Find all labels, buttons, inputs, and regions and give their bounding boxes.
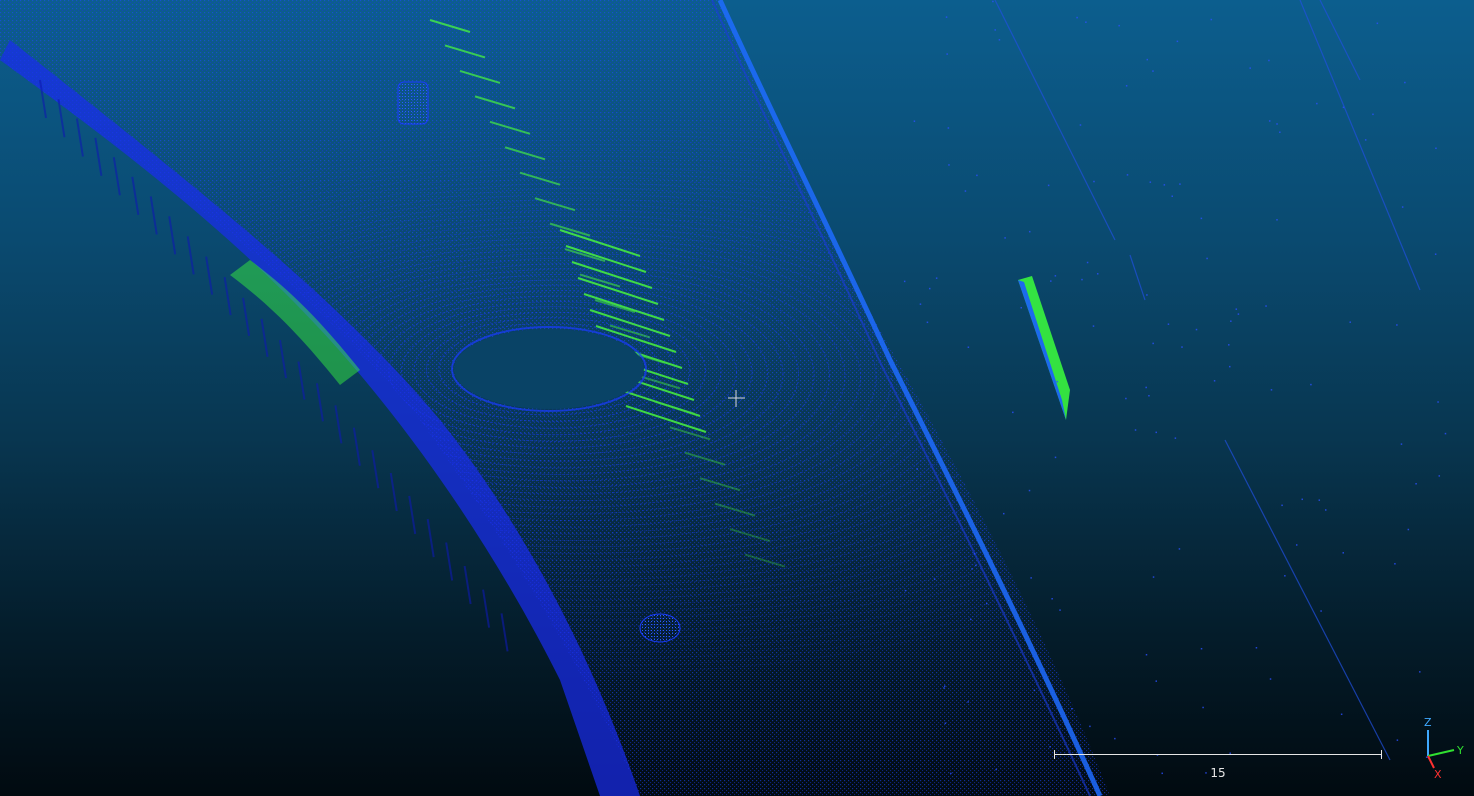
scattered-points bbox=[903, 0, 1447, 775]
vehicle-object-top bbox=[397, 81, 429, 125]
x-axis-label: X bbox=[1434, 768, 1442, 781]
z-axis-label: Z bbox=[1424, 716, 1432, 729]
scale-bar-line bbox=[1054, 754, 1382, 755]
far-scan-lines bbox=[994, 0, 1421, 761]
y-axis-line bbox=[1427, 749, 1455, 757]
right-road-edge bbox=[717, 0, 1103, 796]
barrier-posts bbox=[39, 79, 509, 652]
crosshair-cursor bbox=[728, 390, 745, 407]
left-barrier-green bbox=[230, 260, 360, 385]
x-axis-line bbox=[1427, 755, 1435, 769]
axes-gizmo: Z Y X bbox=[1424, 716, 1464, 781]
sensor-blind-spot bbox=[454, 329, 644, 409]
vehicle-object-bottom bbox=[639, 613, 681, 643]
y-axis-label: Y bbox=[1456, 744, 1464, 757]
scale-bar-label: 15 bbox=[1210, 766, 1226, 780]
sign-object bbox=[1018, 276, 1070, 420]
sensor-blind-spot-rim bbox=[451, 326, 647, 412]
left-barrier bbox=[0, 40, 640, 796]
scale-bar: 15 bbox=[1054, 750, 1382, 780]
right-road-edge-outer bbox=[711, 0, 1091, 796]
